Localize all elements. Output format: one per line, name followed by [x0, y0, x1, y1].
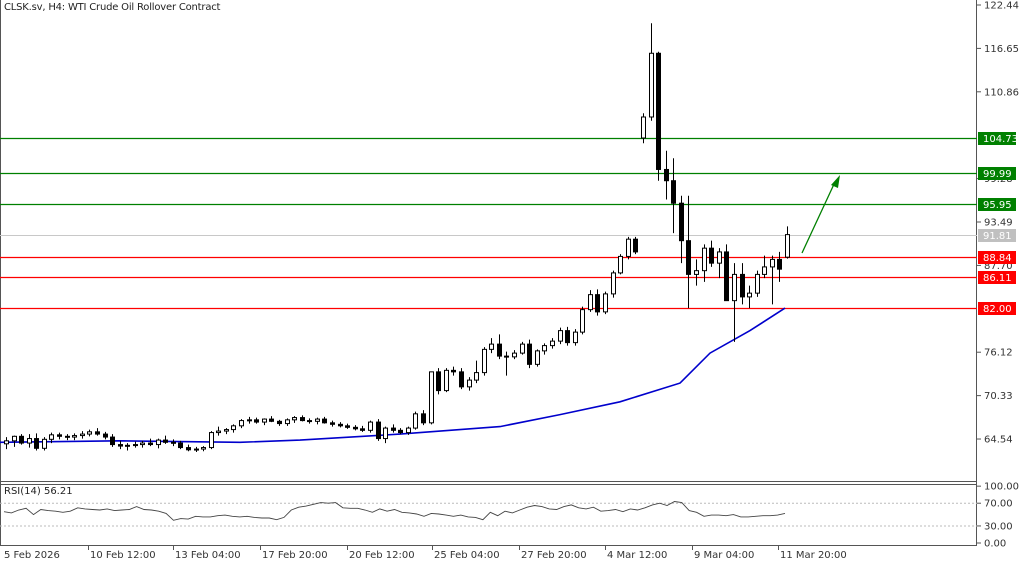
time-tick-label: 9 Mar 04:00: [694, 550, 754, 561]
level-price-tag: [978, 302, 1016, 315]
rsi-tick-label: 100.00: [984, 482, 1019, 493]
chart-title: CLSK.sv, H4: WTI Crude Oil Rollover Cont…: [4, 2, 221, 13]
svg-text:88.84: 88.84: [983, 253, 1012, 264]
price-tick-label: 116.65: [984, 44, 1019, 55]
svg-text:86.11: 86.11: [983, 273, 1012, 284]
price-tick-label: 122.44: [984, 1, 1019, 12]
time-axis: 5 Feb 2026 10 Feb 12:00 13 Feb 04:00 17 Feb…: [4, 546, 847, 561]
time-tick-label: 11 Mar 20:00: [780, 550, 847, 561]
level-price-tag: [978, 198, 1016, 211]
moving-average-line: [0, 307, 786, 444]
svg-text:99.99: 99.99: [983, 169, 1012, 180]
time-tick-label: 13 Feb 04:00: [175, 550, 241, 561]
price-tick-label: 87.70: [984, 261, 1013, 272]
time-tick-label: 4 Mar 12:00: [607, 550, 667, 561]
rsi-line: [3, 501, 786, 521]
level-price-tag: [978, 132, 1016, 145]
rsi-tick-label: 0.00: [984, 539, 1006, 550]
chart-frame: [0, 0, 977, 546]
price-tick-label: 110.86: [984, 87, 1019, 98]
price-tick-label: 70.33: [984, 391, 1013, 402]
time-tick-label: 25 Feb 04:00: [434, 550, 500, 561]
level-price-tag: [978, 271, 1016, 284]
rsi-tick-label: 70.00: [984, 499, 1013, 510]
bullish-arrow-icon: [801, 175, 840, 254]
time-tick-label: 27 Feb 20:00: [521, 550, 587, 561]
current-price-tag: [978, 229, 1016, 242]
time-tick-label: 5 Feb 2026: [4, 550, 60, 561]
candlesticks: [4, 23, 790, 453]
time-tick-label: 20 Feb 12:00: [349, 550, 415, 561]
svg-text:104.73: 104.73: [983, 134, 1018, 145]
horizontal-levels: [0, 137, 977, 310]
price-tick-label: 64.54: [984, 435, 1013, 446]
svg-text:91.81: 91.81: [983, 231, 1012, 242]
rsi-panel: 100.00 70.00 30.00 0.00: [0, 482, 1019, 550]
rsi-tick-label: 30.00: [984, 521, 1013, 532]
price-axis: 122.44116.65110.8699.2893.4987.7076.1270…: [977, 1, 1019, 446]
rsi-label: RSI(14) 56.21: [4, 486, 73, 497]
level-price-tag: [978, 167, 1016, 180]
svg-text:82.00: 82.00: [983, 304, 1012, 315]
price-tick-label: 93.49: [984, 218, 1013, 229]
time-tick-label: 17 Feb 20:00: [262, 550, 328, 561]
level-price-tag: [978, 251, 1016, 264]
price-tick-label: 76.12: [984, 348, 1013, 359]
time-tick-label: 10 Feb 12:00: [90, 550, 156, 561]
svg-text:95.95: 95.95: [983, 200, 1012, 211]
